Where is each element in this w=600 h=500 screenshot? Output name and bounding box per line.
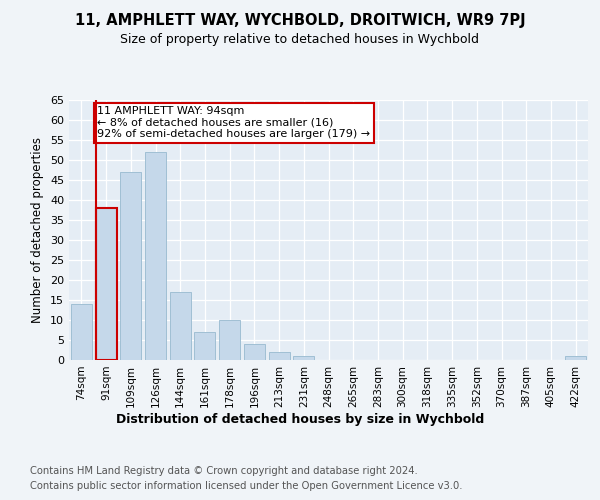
Bar [71,304,92,360]
Bar [194,332,215,360]
Bar [95,208,116,360]
Bar [219,320,240,360]
Text: Contains public sector information licensed under the Open Government Licence v3: Contains public sector information licen… [30,481,463,491]
Text: 11, AMPHLETT WAY, WYCHBOLD, DROITWICH, WR9 7PJ: 11, AMPHLETT WAY, WYCHBOLD, DROITWICH, W… [74,12,526,28]
Bar [145,152,166,360]
Bar [170,292,191,360]
Text: Distribution of detached houses by size in Wychbold: Distribution of detached houses by size … [116,412,484,426]
Text: 11 AMPHLETT WAY: 94sqm
← 8% of detached houses are smaller (16)
92% of semi-deta: 11 AMPHLETT WAY: 94sqm ← 8% of detached … [97,106,371,139]
Bar [244,344,265,360]
Text: Size of property relative to detached houses in Wychbold: Size of property relative to detached ho… [121,32,479,46]
Bar [293,356,314,360]
Text: Contains HM Land Registry data © Crown copyright and database right 2024.: Contains HM Land Registry data © Crown c… [30,466,418,476]
Bar [565,356,586,360]
Bar [269,352,290,360]
Y-axis label: Number of detached properties: Number of detached properties [31,137,44,323]
Bar [120,172,141,360]
